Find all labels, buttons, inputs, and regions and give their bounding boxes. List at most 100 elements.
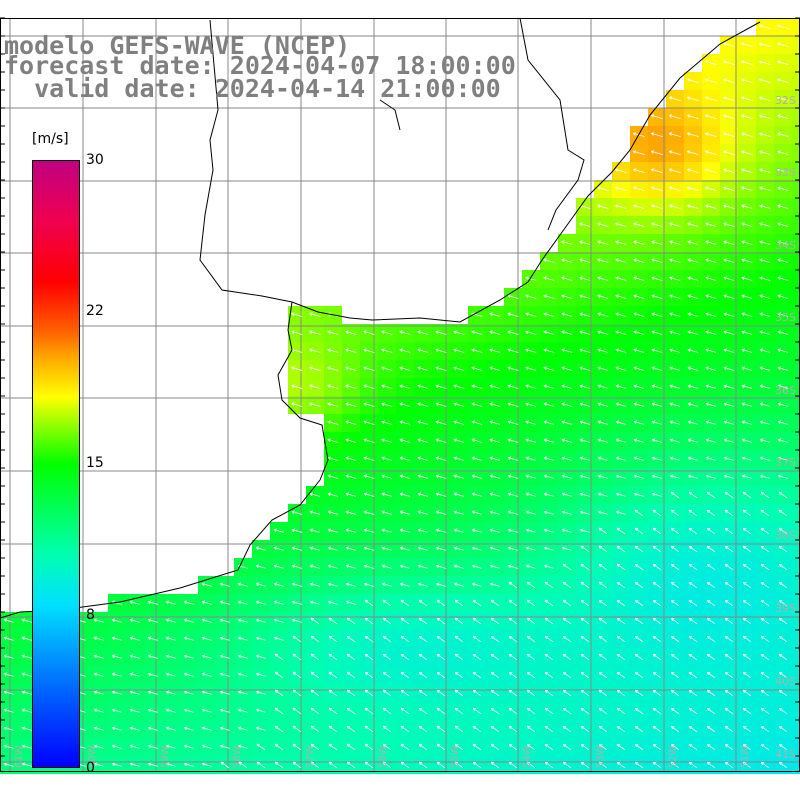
wind-arrow (219, 672, 230, 677)
wind-arrow (579, 240, 591, 245)
wind-arrow (382, 707, 392, 715)
wind-arrow (93, 618, 105, 623)
wind-arrow (417, 528, 429, 533)
wind-arrow (345, 402, 357, 407)
wind-arrow (633, 402, 645, 407)
wind-arrow (328, 635, 338, 643)
wind-arrow (489, 312, 501, 317)
wind-arrow (688, 635, 697, 643)
wind-arrow (202, 744, 212, 749)
lat-label: 32S (775, 94, 796, 107)
wind-arrow (201, 636, 212, 641)
wind-arrow (651, 384, 663, 389)
wind-arrow (579, 348, 591, 353)
wind-arrow (561, 366, 573, 371)
wind-arrow (435, 528, 447, 533)
wind-arrow (472, 761, 482, 769)
wind-arrow (669, 204, 681, 209)
wind-arrow (508, 617, 518, 625)
wind-arrow (273, 564, 285, 569)
wind-arrow (256, 726, 266, 731)
wind-arrow (759, 42, 771, 47)
wind-arrow (364, 725, 374, 733)
wind-arrow (21, 672, 33, 677)
wind-arrow (760, 617, 769, 625)
wind-arrow (184, 762, 194, 767)
wind-arrow (418, 671, 428, 679)
wind-arrow (760, 743, 769, 751)
wind-arrow (706, 725, 715, 733)
wind-arrow (778, 635, 787, 643)
wind-arrow (705, 348, 717, 353)
wind-arrow (742, 563, 751, 571)
colorbar (32, 160, 80, 768)
wind-arrow (435, 384, 447, 389)
wind-arrow (706, 509, 716, 517)
wind-arrow (292, 653, 302, 661)
wind-arrow (759, 168, 771, 173)
field-cell (792, 234, 800, 252)
wind-arrow (111, 672, 122, 677)
wind-arrow (328, 707, 338, 715)
wind-arrow (615, 222, 627, 227)
wind-arrow (381, 366, 393, 371)
wind-arrow (256, 654, 266, 659)
wind-arrow (453, 420, 465, 425)
wind-arrow (309, 510, 321, 515)
wind-arrow (579, 276, 591, 281)
wind-arrow (508, 743, 518, 751)
wind-arrow (670, 617, 679, 625)
wind-arrow (562, 671, 572, 679)
wind-arrow (579, 456, 591, 461)
wind-arrow (345, 348, 357, 353)
wind-arrow (633, 348, 645, 353)
field-cell (792, 198, 800, 216)
wind-arrow (543, 420, 555, 425)
wind-arrow (201, 618, 212, 623)
wind-arrow (310, 671, 320, 679)
wind-arrow (579, 492, 590, 497)
wind-arrow (310, 653, 320, 661)
wind-arrow (598, 635, 608, 643)
wind-arrow (129, 744, 140, 749)
wind-arrow (615, 330, 627, 335)
wind-arrow (634, 581, 644, 589)
wind-arrow (111, 726, 122, 731)
wind-arrow (292, 635, 302, 643)
wind-arrow (688, 527, 698, 535)
wind-arrow (382, 635, 392, 643)
wind-arrow (490, 582, 500, 587)
wind-arrow (742, 509, 752, 517)
lon-label: 61W (14, 745, 25, 768)
wind-arrow (526, 635, 536, 643)
wind-arrow (633, 456, 644, 461)
wind-arrow (309, 492, 321, 497)
wind-arrow (742, 707, 751, 715)
wind-arrow (507, 492, 519, 497)
wind-arrow (597, 420, 609, 425)
wind-arrow (399, 384, 411, 389)
wind-arrow (580, 599, 590, 607)
wind-arrow (724, 599, 733, 607)
wind-arrow (453, 546, 464, 551)
wind-arrow (598, 599, 608, 607)
wind-arrow (597, 474, 608, 479)
wind-arrow (526, 671, 536, 679)
wind-arrow (597, 510, 608, 515)
wind-arrow (328, 671, 338, 679)
wind-arrow (723, 222, 735, 227)
wind-arrow (687, 204, 699, 209)
wind-arrow (381, 564, 392, 569)
wind-arrow (471, 474, 483, 479)
wind-arrow (741, 330, 753, 335)
wind-arrow (256, 690, 266, 695)
wind-arrow (705, 168, 717, 173)
wind-arrow (345, 546, 357, 551)
wind-arrow (724, 653, 733, 661)
wind-arrow (129, 726, 140, 731)
wind-arrow (760, 563, 770, 571)
wind-arrow (723, 60, 735, 65)
wind-arrow (328, 600, 338, 605)
wind-arrow (688, 671, 698, 679)
wind-arrow (652, 635, 662, 643)
